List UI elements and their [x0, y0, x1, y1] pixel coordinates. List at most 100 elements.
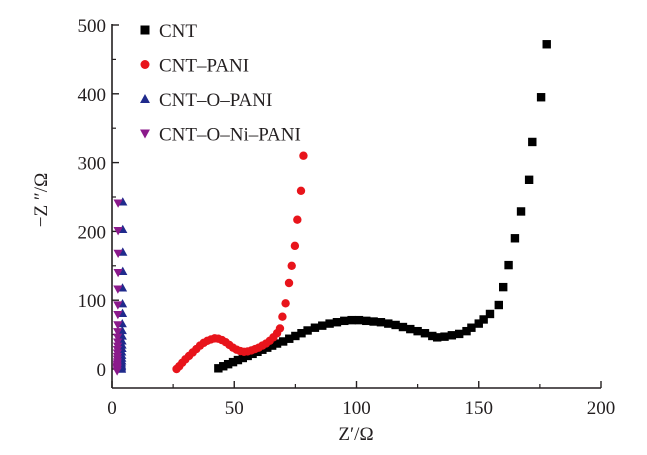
legend-entry: CNT–PANI	[140, 56, 249, 77]
data-point	[325, 319, 334, 328]
data-point	[420, 329, 430, 338]
data-point	[542, 40, 551, 49]
legend: CNT CNT–PANI CNT–O–PANI CNT–O–Ni–PANI	[140, 21, 301, 146]
x-tick-label: 0	[107, 398, 117, 419]
data-point	[285, 334, 294, 343]
legend-marker	[140, 129, 150, 139]
data-point	[462, 326, 471, 336]
x-tick-label: 100	[342, 398, 371, 419]
data-point	[340, 316, 349, 326]
data-point	[303, 326, 312, 335]
data-point	[494, 300, 503, 310]
data-point	[362, 316, 371, 326]
data-point	[524, 175, 534, 184]
series-cnt-o-ni-pani	[112, 199, 123, 376]
data-point	[447, 331, 457, 340]
y-tick-label: 200	[78, 222, 107, 243]
data-point	[278, 312, 287, 321]
x-tick-label: 150	[465, 398, 494, 419]
data-point	[113, 321, 123, 330]
data-point	[113, 328, 123, 337]
data-point	[467, 323, 476, 332]
axes: 0 50 100 150 200 0 100 200 300 400 500	[78, 16, 616, 419]
data-point	[113, 249, 123, 259]
x-tick-label: 50	[225, 398, 244, 419]
data-point	[528, 137, 537, 147]
data-point	[432, 333, 442, 342]
data-point	[354, 315, 364, 325]
data-point	[233, 355, 243, 365]
data-point	[310, 323, 320, 332]
y-tick-label: 100	[78, 291, 107, 312]
legend-label: CNT	[159, 21, 197, 42]
data-point	[398, 322, 408, 332]
data-point	[113, 310, 123, 320]
data-point	[113, 227, 123, 236]
y-tick-label: 0	[97, 360, 107, 381]
data-point	[267, 341, 277, 350]
legend-entry: CNT–O–Ni–PANI	[140, 125, 301, 146]
data-point	[278, 337, 288, 346]
data-point	[287, 261, 296, 270]
data-point	[113, 199, 123, 208]
data-point	[428, 331, 437, 341]
legend-entry: CNT–O–PANI	[140, 90, 272, 111]
data-point	[474, 319, 483, 328]
data-point	[297, 329, 306, 338]
data-point	[263, 343, 272, 352]
legend-label: CNT–PANI	[159, 56, 249, 77]
data-point	[112, 367, 122, 376]
data-point	[413, 326, 422, 336]
data-point	[272, 339, 282, 348]
series-cnt-pani	[172, 151, 308, 374]
data-point	[454, 329, 464, 339]
data-point	[479, 315, 488, 324]
data-point	[369, 317, 378, 326]
series-layer	[112, 40, 551, 376]
data-point	[499, 282, 508, 292]
data-point	[406, 324, 415, 334]
data-point	[113, 301, 123, 310]
legend-entry: CNT	[140, 21, 197, 42]
x-tick-label: 200	[587, 398, 616, 419]
legend-marker	[140, 94, 150, 103]
data-point	[485, 309, 495, 319]
data-point	[504, 260, 513, 270]
data-point	[293, 215, 302, 224]
legend-label: CNT–O–Ni–PANI	[159, 125, 301, 146]
data-point	[510, 234, 520, 243]
data-point	[440, 332, 449, 341]
legend-marker	[140, 25, 150, 35]
y-axis-title: −Z ″/Ω	[31, 173, 52, 227]
data-point	[391, 320, 400, 330]
x-axis-title: Z′/Ω	[338, 424, 373, 445]
legend-marker	[140, 60, 150, 69]
data-point	[113, 268, 123, 278]
data-point	[243, 351, 252, 361]
data-point	[223, 359, 233, 369]
data-point	[113, 333, 123, 342]
data-point	[238, 353, 248, 363]
data-point	[219, 362, 228, 371]
data-point	[384, 319, 393, 328]
data-point	[290, 241, 300, 251]
data-point	[214, 364, 223, 373]
data-point	[296, 186, 306, 196]
data-point	[284, 278, 294, 288]
data-point	[291, 331, 300, 341]
legend-label: CNT–O–PANI	[159, 90, 272, 111]
data-point	[228, 357, 238, 367]
data-point	[536, 93, 546, 102]
y-tick-label: 500	[78, 16, 107, 37]
data-point	[347, 315, 356, 325]
data-point	[281, 299, 290, 308]
data-point	[318, 321, 327, 330]
data-point	[113, 285, 123, 294]
data-point	[332, 318, 342, 327]
data-point	[299, 151, 308, 160]
y-tick-label: 400	[78, 85, 107, 106]
data-point	[376, 318, 386, 327]
data-point	[516, 207, 526, 216]
data-point	[275, 324, 285, 333]
